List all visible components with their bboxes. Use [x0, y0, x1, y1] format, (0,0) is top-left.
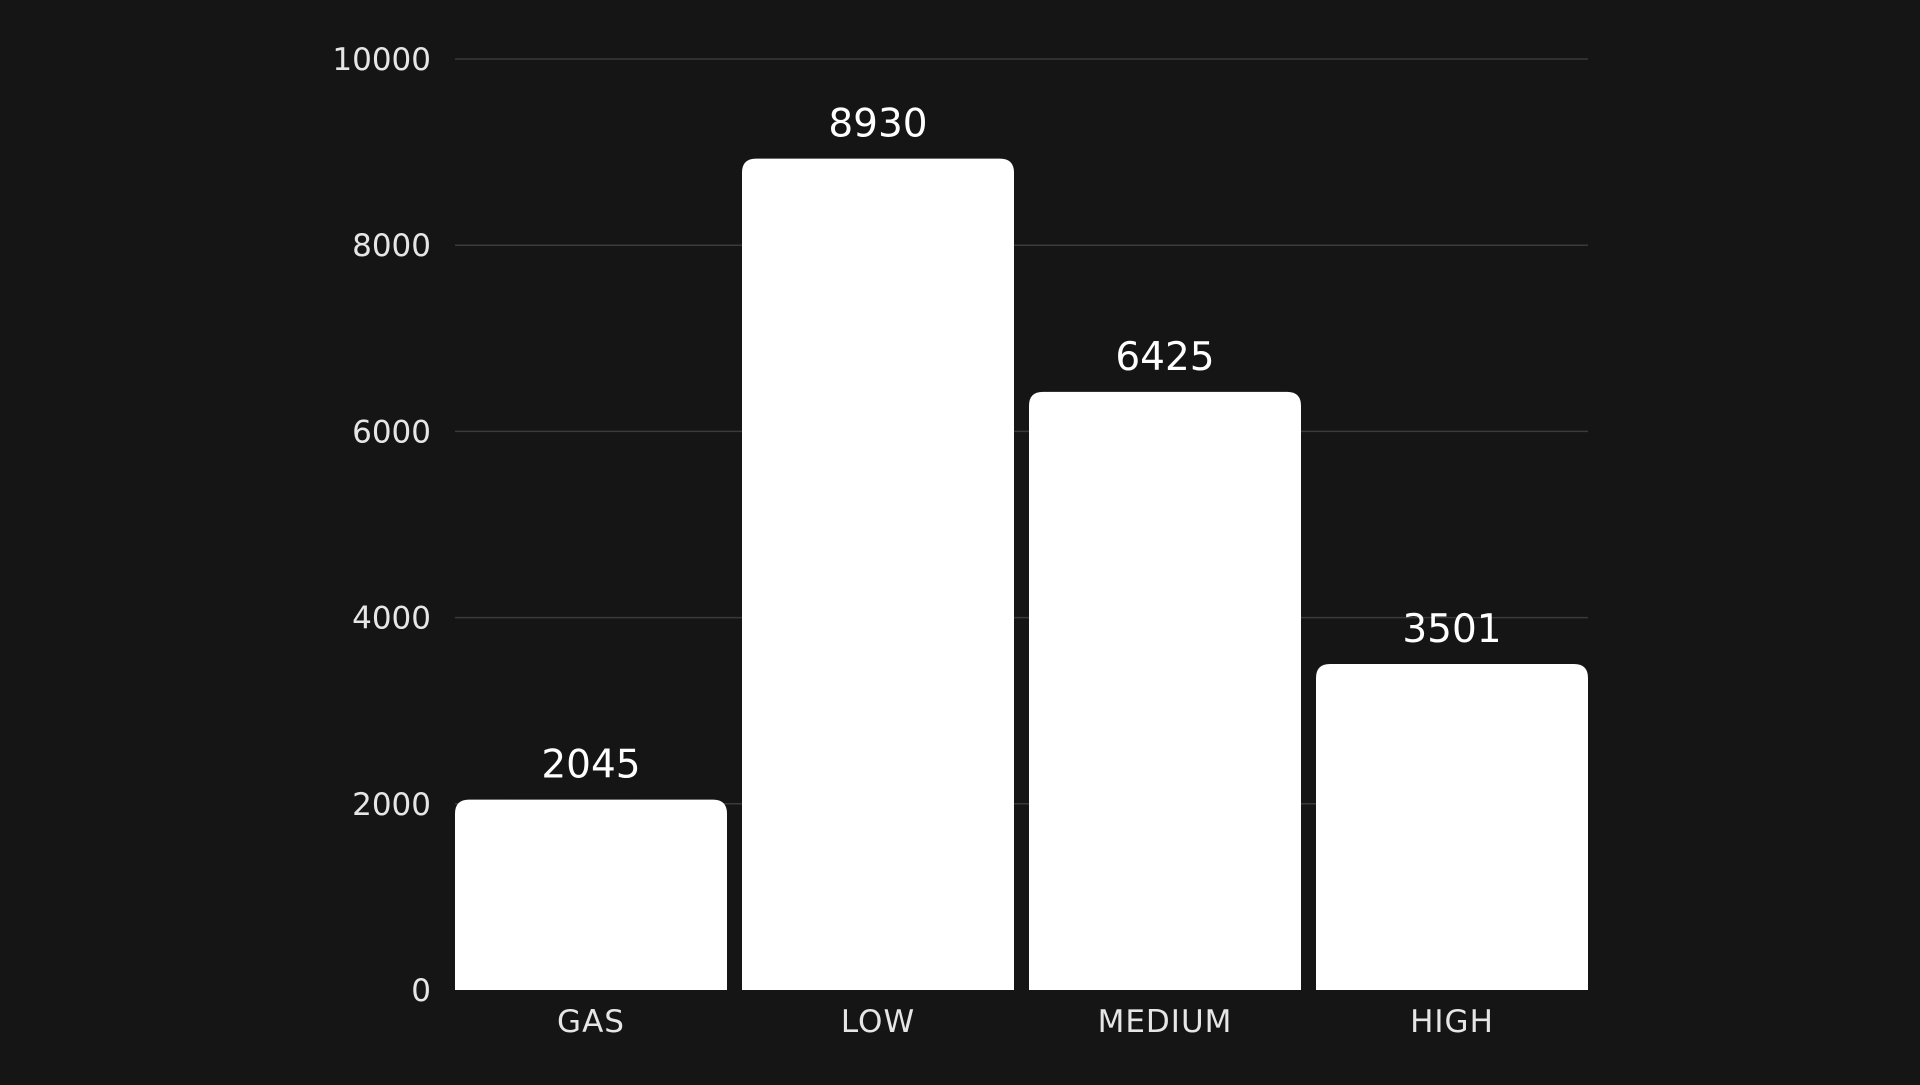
bar-high	[1316, 664, 1588, 990]
y-tick-label: 8000	[352, 228, 431, 264]
y-tick-label: 2000	[352, 787, 431, 823]
bar-gas	[455, 799, 727, 990]
y-tick-label: 0	[411, 973, 431, 1009]
bar-low	[742, 158, 1014, 990]
bar-medium	[1029, 391, 1301, 990]
x-category-label: MEDIUM	[1098, 1004, 1233, 1040]
x-category-label: LOW	[841, 1004, 915, 1040]
x-category-label: GAS	[557, 1004, 625, 1040]
data-label: 2045	[541, 743, 640, 788]
bars	[455, 158, 1588, 990]
y-tick-label: 10000	[332, 42, 431, 78]
data-label: 3501	[1402, 607, 1501, 652]
y-tick-label: 4000	[352, 601, 431, 637]
data-label: 6425	[1115, 335, 1214, 380]
x-axis-category-labels: GAS LOW MEDIUM HIGH	[557, 1004, 1494, 1040]
data-labels: 2045 8930 6425 3501	[541, 102, 1501, 788]
x-category-label: HIGH	[1410, 1004, 1494, 1040]
y-axis-tick-labels: 0 2000 4000 6000 8000 10000	[332, 42, 431, 1009]
y-tick-label: 6000	[352, 414, 431, 450]
data-label: 8930	[828, 102, 927, 147]
